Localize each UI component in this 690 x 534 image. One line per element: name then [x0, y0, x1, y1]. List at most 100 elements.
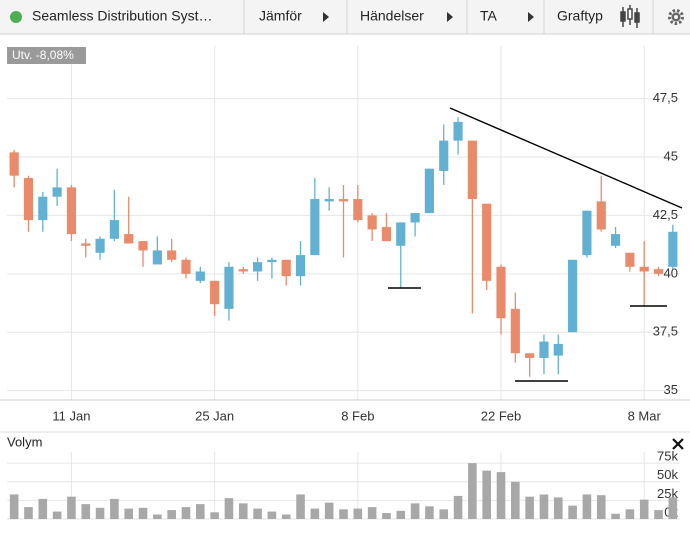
y-tick-label: 42,5 — [653, 207, 678, 222]
candle-body — [310, 199, 320, 256]
candle-body — [52, 187, 62, 197]
change-badge: Utv. -8,08% — [12, 48, 74, 62]
candle-body — [66, 187, 77, 235]
candle-body — [482, 203, 492, 281]
volume-bar — [468, 463, 477, 519]
volume-bar — [568, 505, 577, 519]
candle-body — [181, 259, 191, 274]
candle-body — [324, 199, 334, 202]
change-badge-bg — [7, 47, 86, 64]
x-tick-label: 11 Jan — [52, 408, 90, 423]
volume-bar — [639, 499, 649, 519]
menu-item[interactable]: Jämför — [259, 8, 302, 24]
candle-body — [95, 238, 105, 253]
y-tick-label: 47,5 — [653, 90, 678, 105]
candle-body — [138, 241, 148, 251]
candle-body — [353, 199, 363, 221]
toolbar — [0, 0, 690, 34]
menu-arrow — [447, 12, 453, 22]
volume-bar — [210, 512, 219, 519]
volume-bar — [367, 507, 377, 519]
volume-bar — [439, 509, 449, 519]
volume-bar — [511, 481, 520, 519]
volume-bar — [668, 497, 678, 519]
y-tick-label: 37,5 — [653, 324, 678, 339]
candle-body — [668, 231, 678, 267]
volume-bar — [625, 509, 635, 519]
candle-body — [295, 255, 306, 277]
volume-bar — [410, 503, 420, 519]
menu-item[interactable]: TA — [480, 8, 498, 24]
candle-body — [253, 262, 263, 272]
volume-bar — [138, 507, 148, 519]
candle-body — [9, 152, 19, 176]
candle-body — [596, 201, 606, 230]
volume-bar — [324, 502, 334, 519]
volume-bar — [9, 494, 19, 519]
candle-body — [510, 308, 520, 354]
candle-body — [23, 178, 34, 221]
menu-item[interactable]: Händelser — [360, 8, 424, 24]
candle-body — [610, 234, 621, 246]
candle-body — [367, 215, 377, 230]
volume-bar — [224, 498, 234, 519]
candle-body — [267, 259, 277, 263]
candle-body — [238, 269, 248, 272]
volume-bar — [353, 508, 363, 519]
volume-bar — [153, 514, 162, 519]
volume-bar — [38, 498, 48, 519]
instrument-name[interactable]: Seamless Distribution Syst… — [32, 8, 213, 24]
candle-body — [625, 252, 635, 267]
y-tick-label: 40 — [664, 265, 678, 280]
volume-bar — [267, 511, 277, 519]
trend-line — [449, 107, 683, 209]
candle-body — [281, 259, 291, 277]
menu-item[interactable]: Graftyp — [557, 8, 603, 24]
candle-body — [195, 271, 205, 281]
candle-body — [439, 140, 449, 172]
volume-bar — [238, 503, 248, 519]
menu-arrow — [528, 12, 534, 22]
y-tick-label: 75k — [657, 449, 678, 464]
volume-bar — [453, 495, 463, 519]
candle-body — [224, 266, 234, 309]
candle-body — [338, 199, 349, 202]
volume-bar — [382, 513, 391, 519]
volume-bar — [582, 494, 592, 519]
candle-body — [381, 227, 392, 242]
candle-body — [396, 222, 406, 246]
candle-body — [81, 243, 91, 246]
candle-body — [124, 234, 134, 244]
volume-bar — [281, 514, 291, 519]
volume-bar — [396, 510, 406, 519]
volume-bar — [95, 507, 105, 519]
candle-body — [525, 353, 535, 358]
volume-bar — [52, 511, 62, 519]
settings-gear[interactable] — [668, 9, 684, 25]
candle-body — [109, 220, 119, 239]
volume-bar — [167, 510, 176, 519]
volume-bar — [553, 497, 563, 519]
x-tick-label: 8 Mar — [628, 408, 662, 423]
volume-bar — [310, 508, 320, 519]
candle-body — [453, 121, 463, 141]
candle-body — [553, 343, 563, 356]
candle-body — [210, 280, 220, 305]
x-tick-label: 22 Feb — [481, 408, 521, 423]
candle-body — [539, 341, 549, 358]
close-volume[interactable] — [672, 438, 684, 450]
volume-bar — [596, 495, 606, 519]
volume-bar — [296, 494, 305, 519]
volume-bar — [525, 496, 534, 519]
volume-bar — [67, 496, 76, 519]
volume-bar — [539, 494, 549, 519]
volume-bar — [253, 508, 262, 519]
candle-body — [410, 213, 420, 223]
candle-body — [582, 210, 592, 256]
candle-body — [167, 250, 177, 260]
volume-bar — [81, 504, 91, 519]
volume-bar — [654, 510, 663, 519]
volume-bar — [339, 509, 348, 519]
volume-bar — [110, 498, 119, 519]
